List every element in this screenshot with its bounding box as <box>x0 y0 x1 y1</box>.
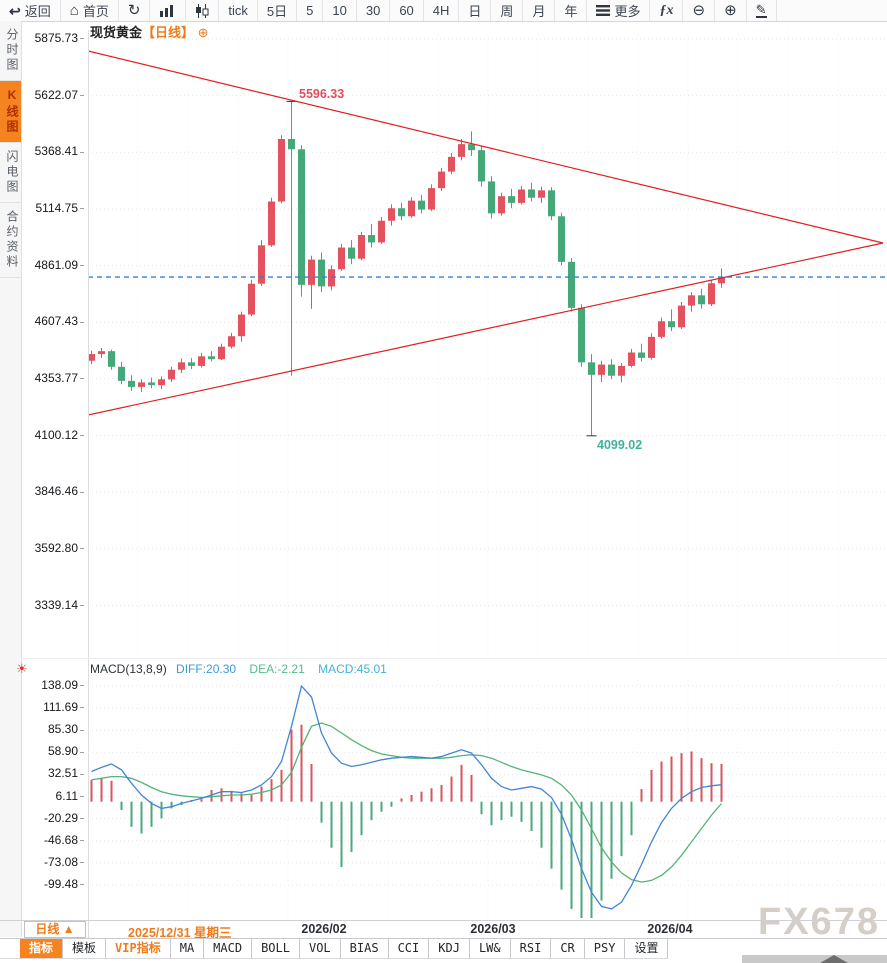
sidebar-item-kline-chart[interactable]: K线图 <box>0 81 21 143</box>
period-10-button[interactable]: 10 <box>323 0 357 21</box>
more-button[interactable]: 更多 <box>587 0 651 21</box>
period-30-button[interactable]: 30 <box>357 0 391 21</box>
axis-divider <box>88 30 89 938</box>
macd-diff-value: DIFF:20.30 <box>176 662 237 676</box>
tick-button[interactable]: tick <box>219 0 258 21</box>
sidebar-item-lightning-chart[interactable]: 闪电图 <box>0 143 21 203</box>
tab-rsi[interactable]: RSI <box>510 939 552 959</box>
period-month-button[interactable]: 月 <box>523 0 556 21</box>
bottom-scrollbar[interactable] <box>742 955 887 963</box>
macd-dea-value: DEA:-2.21 <box>249 662 305 676</box>
back-button[interactable]: ↩ 返回 <box>0 0 61 21</box>
time-axis-label: 2026/04 <box>647 922 693 936</box>
low-price-annotation: 4099.02 <box>597 438 643 452</box>
period-4h-button[interactable]: 4H <box>424 0 460 21</box>
macd-axis-tick: 111.69 <box>22 700 84 714</box>
macd-axis-tick: 138.09 <box>22 678 84 692</box>
time-axis-label: 2026/03 <box>470 922 516 936</box>
macd-axis-tick: -46.68 <box>22 833 84 847</box>
macd-title: MACD(13,8,9) <box>90 662 167 676</box>
sidebar-item-contract-info[interactable]: 合约资料 <box>0 203 21 278</box>
tab-kdj[interactable]: KDJ <box>429 939 470 959</box>
tab-settings[interactable]: 设置 <box>625 939 669 959</box>
macd-axis-tick: -73.08 <box>22 855 84 869</box>
left-sidebar: 分时图 K线图 闪电图 合约资料 <box>0 21 22 937</box>
bottom-tab-bar: 指标 模板 VIP指标 MA MACD BOLL VOL BIAS CCI KDJ LW& RSI CR… <box>0 938 887 959</box>
macd-axis-tick: 6.11 <box>22 789 84 803</box>
macd-axis-tick: 58.90 <box>22 744 84 758</box>
tab-bias[interactable]: BIAS <box>340 939 389 959</box>
tab-psy[interactable]: PSY <box>584 939 626 959</box>
draw-button[interactable]: ✎ <box>747 0 777 21</box>
home-button[interactable]: ⌂ 首页 <box>61 0 119 21</box>
sidebar-item-time-chart[interactable]: 分时图 <box>0 21 21 81</box>
tab-bar-spacer <box>0 939 20 959</box>
price-axis-tick: 5114.75 <box>22 201 84 215</box>
period-day-button[interactable]: 日 <box>459 0 492 21</box>
macd-axis-tick: 85.30 <box>22 722 84 736</box>
price-axis-tick: 5368.41 <box>22 144 84 158</box>
zoom-out-button[interactable]: ⊖ <box>683 0 716 21</box>
price-axis-tick: 4861.09 <box>22 258 84 272</box>
cursor-date-label: 2025/12/31 星期三 <box>128 926 232 940</box>
price-axis-tick: 4100.12 <box>22 428 84 442</box>
symbol-name: 现货黄金 <box>90 25 143 40</box>
price-axis-tick: 3846.46 <box>22 484 84 498</box>
macd-axis-tick: -99.48 <box>22 877 84 891</box>
add-indicator-icon[interactable]: ⊕ <box>197 25 209 40</box>
refresh-button[interactable]: ↻ <box>119 0 151 21</box>
period-tag: 【日线】 <box>142 25 195 40</box>
tab-vip-indicator[interactable]: VIP指标 <box>106 939 171 959</box>
fx-indicator-button[interactable]: ƒx <box>650 0 684 21</box>
chart-title: 现货黄金【日线】 ⊕ <box>90 22 209 41</box>
candlestick-button[interactable] <box>186 0 220 21</box>
tab-boll[interactable]: BOLL <box>252 939 300 959</box>
tab-vol[interactable]: VOL <box>299 939 341 959</box>
price-axis-tick: 5622.07 <box>22 88 84 102</box>
macd-axis-tick: -20.29 <box>22 811 84 825</box>
price-axis-tick: 5875.73 <box>22 31 84 45</box>
time-axis-label: 2026/02 <box>301 922 347 936</box>
period-selector[interactable]: 日线 ▲ <box>24 921 86 938</box>
zoom-in-button[interactable]: ⊕ <box>715 0 747 21</box>
price-axis-tick: 3592.80 <box>22 541 84 555</box>
macd-header: MACD(13,8,9) DIFF:20.30 DEA:-2.21 MACD:4… <box>90 662 387 676</box>
main-candlestick-chart[interactable] <box>88 30 887 658</box>
bar-chart-button[interactable] <box>150 0 187 21</box>
macd-panel[interactable] <box>88 680 887 918</box>
tab-ma[interactable]: MA <box>170 939 205 959</box>
price-axis-tick: 4353.77 <box>22 371 84 385</box>
watermark: FX678 <box>758 901 880 943</box>
macd-macd-value: MACD:45.01 <box>318 662 387 676</box>
tab-macd[interactable]: MACD <box>204 939 253 959</box>
top-toolbar: ↩ 返回 ⌂ 首页 ↻ tick 5日 5 10 30 60 4H 日周月年更多 ƒx ⊖ ⊕ ✎ <box>0 0 887 22</box>
indicator-settings-icon[interactable]: ☀ <box>16 661 28 676</box>
panel-separator <box>21 658 887 659</box>
scroll-up-arrow-icon[interactable] <box>820 955 848 963</box>
price-axis-tick: 4607.43 <box>22 314 84 328</box>
period-60-button[interactable]: 60 <box>390 0 424 21</box>
period-year-button[interactable]: 年 <box>555 0 588 21</box>
period-5-button[interactable]: 5 <box>297 0 324 21</box>
period-week-button[interactable]: 周 <box>491 0 524 21</box>
tab-template[interactable]: 模板 <box>63 939 107 959</box>
tab-indicator[interactable]: 指标 <box>20 939 64 959</box>
period-5d-button[interactable]: 5日 <box>258 0 298 21</box>
macd-axis-tick: 32.51 <box>22 766 84 780</box>
tab-cr[interactable]: CR <box>551 939 585 959</box>
footer-separator <box>0 920 887 921</box>
high-price-annotation: 5596.33 <box>299 87 345 101</box>
tab-lw[interactable]: LW& <box>469 939 511 959</box>
price-axis-tick: 3339.14 <box>22 598 84 612</box>
tab-cci[interactable]: CCI <box>388 939 430 959</box>
